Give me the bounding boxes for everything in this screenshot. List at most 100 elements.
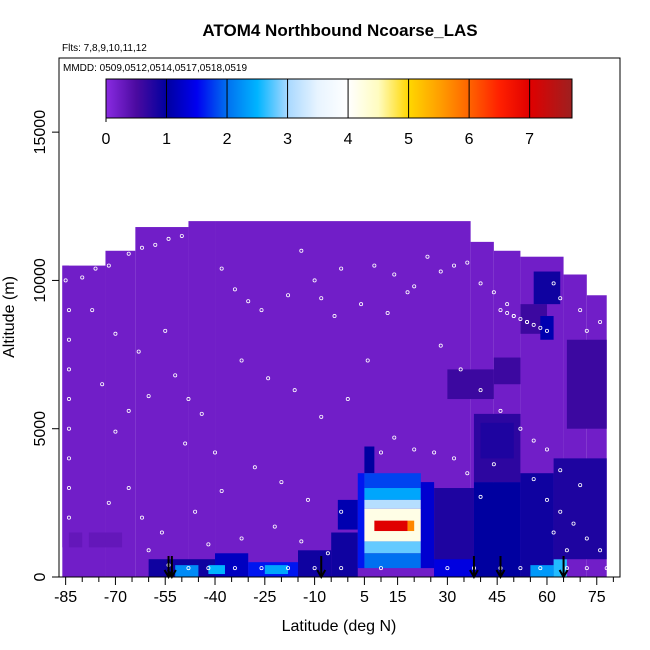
sample-point: [604, 566, 609, 571]
heatmap-cell: [62, 265, 69, 548]
sample-point: [126, 486, 131, 491]
sample-point: [438, 343, 443, 348]
x-tick-label: -85: [54, 589, 77, 606]
colorbar-tick-label: 0: [102, 131, 111, 148]
sample-point: [438, 269, 443, 274]
y-axis: 0 5000 10000 15000: [32, 110, 59, 581]
sample-point: [478, 388, 483, 393]
x-tick-label: 75: [588, 589, 606, 606]
heatmap-cell: [493, 357, 521, 385]
heatmap-cell: [337, 499, 358, 530]
sample-point: [452, 456, 457, 461]
sample-point: [452, 263, 457, 268]
sample-point: [518, 426, 523, 431]
sample-point: [279, 480, 284, 485]
x-tick-label: 30: [438, 589, 456, 606]
sample-point: [66, 486, 71, 491]
sample-point: [531, 438, 536, 443]
sample-point: [365, 358, 370, 363]
sample-point: [339, 509, 344, 514]
heatmap-cell: [533, 271, 561, 305]
sample-point: [558, 296, 563, 301]
sample-point: [505, 311, 510, 316]
colorbar: 0 1 2 3 4 5 6 7: [102, 78, 573, 148]
sample-point: [163, 328, 168, 333]
colorbar-ticks: 0 1 2 3 4 5 6 7: [102, 79, 534, 148]
sample-point: [498, 408, 503, 413]
sample-point: [378, 450, 383, 455]
sample-point: [465, 260, 470, 265]
heatmap-cell: [208, 565, 225, 575]
y-tick-label: 0: [32, 572, 49, 581]
sample-point: [372, 263, 377, 268]
y-tick-label: 15000: [32, 110, 49, 155]
sample-point: [305, 497, 310, 502]
heatmap-cell: [420, 482, 435, 569]
heatmap-cell: [364, 488, 421, 500]
sample-point: [106, 263, 111, 268]
envelope-column: [62, 265, 106, 577]
x-tick-label: 15: [389, 589, 407, 606]
sample-point: [266, 376, 271, 381]
sample-point: [246, 299, 251, 304]
sample-point: [199, 411, 204, 416]
colorbar-tick-label: 3: [283, 131, 292, 148]
x-tick-label: 60: [538, 589, 556, 606]
sample-point: [126, 251, 131, 256]
heatmap-cell: [364, 446, 375, 474]
sample-point: [491, 462, 496, 467]
sample-point: [392, 435, 397, 440]
sample-point: [505, 302, 510, 307]
sample-point: [139, 515, 144, 520]
sample-point: [146, 394, 151, 399]
colorbar-tick-label: 2: [223, 131, 232, 148]
sample-point: [571, 521, 576, 526]
sample-point: [66, 308, 71, 313]
sample-point: [578, 308, 583, 313]
heatmap-cell: [374, 520, 408, 532]
sample-point: [531, 477, 536, 482]
colorbar-tick-label: 1: [162, 131, 171, 148]
envelope-column: [188, 221, 216, 577]
x-tick-label: -10: [303, 589, 326, 606]
x-axis-label: Latitude (deg N): [282, 618, 397, 635]
sample-point: [106, 500, 111, 505]
sample-point: [405, 290, 410, 295]
sample-point: [299, 248, 304, 253]
sample-point: [551, 530, 556, 535]
sample-point: [339, 266, 344, 271]
sample-point: [193, 509, 198, 514]
sample-point: [544, 447, 549, 452]
sample-point: [584, 328, 589, 333]
sample-point: [518, 316, 523, 321]
x-tick-label: 45: [488, 589, 506, 606]
sample-point: [339, 566, 344, 571]
sample-point: [239, 536, 244, 541]
flights-note: Flts: 7,8,9,10,11,12: [62, 43, 147, 54]
x-tick-label: -25: [253, 589, 276, 606]
sample-point: [63, 278, 68, 283]
sample-point: [90, 308, 95, 313]
sample-point: [206, 566, 211, 571]
sample-point: [113, 429, 118, 434]
sample-point: [498, 308, 503, 313]
x-tick-label: 5: [360, 589, 369, 606]
sample-point: [598, 319, 603, 324]
sample-point: [93, 266, 98, 271]
sample-point: [432, 450, 437, 455]
sample-point: [312, 566, 317, 571]
sample-point: [159, 530, 164, 535]
heatmap-cell: [540, 316, 554, 340]
sample-point: [299, 539, 304, 544]
envelope-column: [135, 227, 189, 577]
heatmap-cell: [364, 553, 421, 569]
sample-point: [66, 397, 71, 402]
sample-point: [272, 524, 277, 529]
heatmap-cell: [566, 339, 607, 429]
sample-point: [213, 450, 218, 455]
sample-point: [219, 488, 224, 493]
sample-point: [239, 358, 244, 363]
heatmap-cell: [530, 565, 554, 577]
sample-point: [80, 275, 85, 280]
